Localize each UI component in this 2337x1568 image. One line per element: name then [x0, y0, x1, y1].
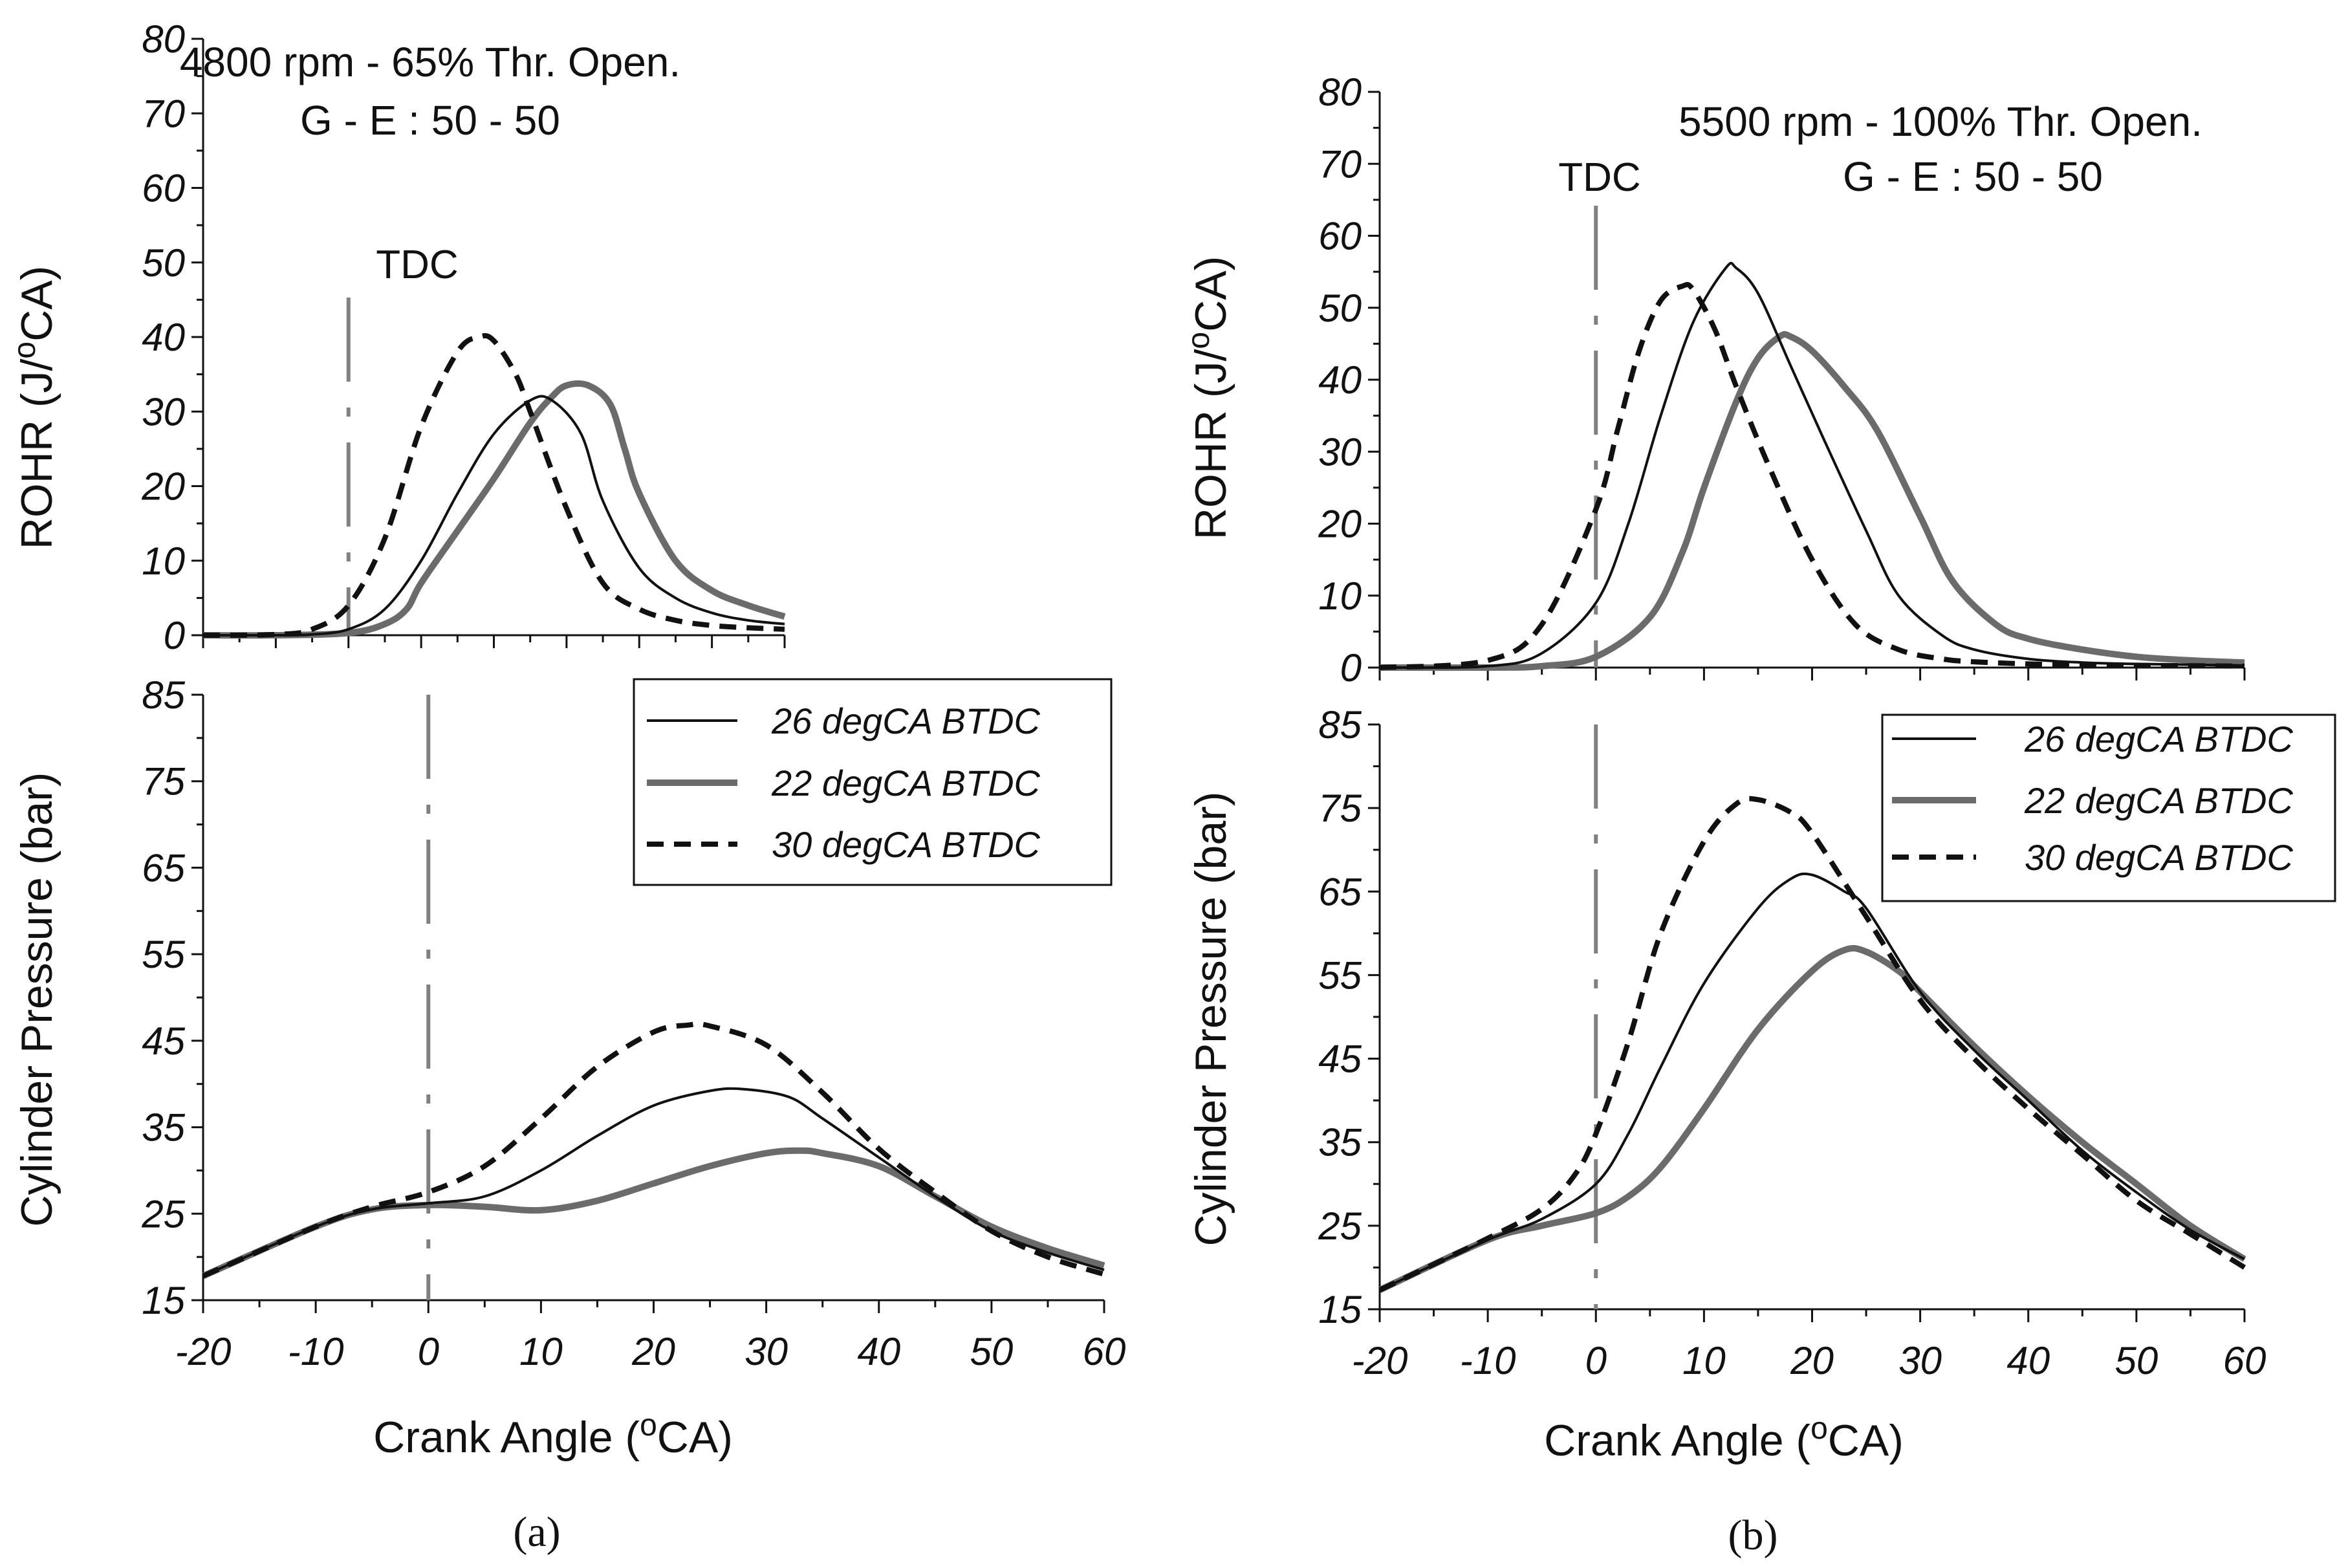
- y-tick-label-rohr-a: 0: [164, 614, 185, 657]
- series-line-26-rohr-b: [1379, 261, 2245, 670]
- y-axis-title-rohr-a: ROHR (J/oCA): [8, 266, 61, 549]
- x-tick-label-pressure-b: -20: [1352, 1339, 1408, 1382]
- x-tick-label-pressure-a: -10: [288, 1330, 344, 1373]
- y-tick-label-rohr-a: 30: [142, 390, 185, 433]
- rohr-plot-a: 0 10 20 30 40 50 60 70 80: [141, 17, 786, 657]
- series-line-30-rohr-a: [202, 333, 785, 638]
- legend-label-30-a: 30 degCA BTDC: [772, 824, 1041, 865]
- x-axis-title-a: Crank Angle (oCA): [373, 1408, 733, 1462]
- y-tick-label-rohr-b: 60: [1318, 215, 1362, 258]
- y-tick-label-pressure-b: 55: [1318, 953, 1362, 997]
- legend-b: 26 degCA BTDC 22 degCA BTDC 30 degCA BTD…: [1881, 713, 2336, 902]
- x-tick-label-pressure-a: -20: [175, 1330, 232, 1373]
- legend-label-30-b: 30 degCA BTDC: [2025, 837, 2294, 878]
- y-tick-label-rohr-a: 70: [142, 92, 185, 135]
- series-line-22-rohr-b: [1379, 331, 2245, 671]
- y-axis-title-pressure-a: Cylinder Pressure (bar): [12, 772, 61, 1227]
- series-line-30-pressure-a: [202, 1021, 1105, 1279]
- caption-b: (b): [1728, 1512, 1778, 1559]
- y-tick-label-pressure-a: 35: [142, 1106, 185, 1149]
- x-tick-label-pressure-a: 50: [970, 1330, 1014, 1373]
- legend-label-22-b: 22 degCA BTDC: [2024, 780, 2294, 821]
- y-tick-label-rohr-a: 10: [142, 539, 185, 583]
- rohr-plot-b: 0 10 20 30 40 50 60 70 80: [1318, 71, 2246, 690]
- y-tick-label-rohr-b: 20: [1318, 503, 1362, 546]
- x-tick-label-pressure-a: 0: [418, 1330, 439, 1373]
- panel-subtitle-a: G - E : 50 - 50: [300, 97, 560, 144]
- series-line-30-rohr-b: [1379, 281, 2245, 670]
- y-tick-label-pressure-a: 45: [142, 1019, 185, 1063]
- series-line-30-pressure-b: [1378, 796, 2246, 1292]
- x-tick-label-pressure-b: -10: [1460, 1339, 1516, 1382]
- y-tick-label-rohr-a: 20: [141, 465, 185, 508]
- y-tick-label-pressure-a: 15: [142, 1279, 185, 1322]
- x-tick-label-pressure-b: 20: [1790, 1339, 1834, 1382]
- x-tick-label-pressure-b: 50: [2115, 1339, 2158, 1382]
- x-tick-label-pressure-b: 30: [1898, 1339, 1942, 1382]
- x-tick-label-pressure-a: 10: [519, 1330, 563, 1373]
- x-tick-label-pressure-b: 40: [2006, 1339, 2050, 1382]
- panel-a: 0 10 20 30 40 50 60 70 80 15 25 35 45 55 65 75 85 -20 -10…: [8, 17, 1125, 1556]
- y-tick-label-pressure-b: 45: [1318, 1038, 1362, 1081]
- pressure-plot-b: 15 25 35 45 55 65 75 85 -20 -10 0 10 20 30 40 50 60: [1318, 703, 2266, 1382]
- x-tick-label-pressure-b: 0: [1585, 1339, 1607, 1382]
- pressure-plot-a: 15 25 35 45 55 65 75 85 -20 -10 0 10 20 30 40 50 60: [141, 673, 1125, 1373]
- series-line-22-pressure-b: [1378, 944, 2246, 1293]
- x-tick-label-pressure-a: 40: [857, 1330, 900, 1373]
- y-tick-label-pressure-b: 65: [1318, 870, 1362, 913]
- caption-a: (a): [513, 1508, 560, 1556]
- y-tick-label-rohr-b: 10: [1318, 574, 1362, 618]
- x-tick-label-pressure-a: 60: [1083, 1330, 1126, 1373]
- y-tick-label-rohr-a: 80: [142, 17, 185, 61]
- panel-subtitle-b: G - E : 50 - 50: [1843, 153, 2103, 200]
- series-line-26-pressure-a: [202, 1087, 1105, 1278]
- legend-label-26-b: 26 degCA BTDC: [2024, 719, 2294, 759]
- legend-a: 26 degCA BTDC 22 degCA BTDC 30 degCA BTD…: [633, 678, 1113, 886]
- series-line-26-pressure-b: [1379, 872, 2245, 1292]
- y-tick-label-rohr-a: 40: [142, 316, 185, 359]
- y-tick-label-rohr-b: 30: [1318, 430, 1362, 474]
- x-tick-label-pressure-b: 60: [2223, 1339, 2266, 1382]
- y-tick-label-pressure-a: 55: [142, 933, 185, 976]
- y-tick-label-pressure-a: 85: [142, 673, 185, 717]
- tdc-label-b: TDC: [1558, 155, 1640, 200]
- y-tick-label-pressure-b: 25: [1318, 1204, 1362, 1248]
- panel-title-a: 4800 rpm - 65% Thr. Open.: [180, 39, 680, 85]
- y-axis-title-rohr-b: ROHR (J/oCA): [1182, 256, 1235, 539]
- y-tick-label-pressure-a: 75: [142, 760, 185, 803]
- series-line-26-rohr-a: [202, 395, 785, 637]
- y-tick-label-rohr-b: 40: [1318, 358, 1362, 402]
- tdc-label-a: TDC: [376, 243, 458, 287]
- x-tick-label-pressure-a: 20: [631, 1330, 675, 1373]
- y-tick-label-rohr-b: 80: [1318, 71, 1362, 114]
- x-axis-title-b: Crank Angle (oCA): [1544, 1411, 1904, 1465]
- legend-label-26-a: 26 degCA BTDC: [771, 701, 1041, 741]
- panel-b: 0 10 20 30 40 50 60 70 80 15 25 35 45 55 65 75 85 -20 -10…: [1182, 71, 2336, 1559]
- x-tick-label-pressure-a: 30: [745, 1330, 788, 1373]
- y-tick-label-rohr-b: 50: [1318, 287, 1362, 330]
- y-tick-label-rohr-a: 60: [142, 167, 185, 210]
- y-tick-label-pressure-a: 25: [141, 1192, 185, 1236]
- y-tick-label-rohr-b: 70: [1318, 142, 1362, 186]
- y-tick-label-rohr-a: 50: [142, 241, 185, 285]
- y-tick-label-rohr-b: 0: [1340, 646, 1362, 690]
- y-tick-label-pressure-a: 65: [142, 846, 185, 889]
- legend-label-22-a: 22 degCA BTDC: [771, 763, 1041, 803]
- y-axis-title-pressure-b: Cylinder Pressure (bar): [1186, 792, 1235, 1247]
- x-tick-label-pressure-b: 10: [1682, 1339, 1726, 1382]
- panel-title-b: 5500 rpm - 100% Thr. Open.: [1679, 98, 2202, 145]
- y-tick-label-pressure-b: 35: [1318, 1121, 1362, 1164]
- series-line-22-rohr-a: [202, 380, 786, 639]
- y-tick-label-pressure-b: 85: [1318, 703, 1362, 746]
- y-tick-label-pressure-b: 75: [1318, 787, 1362, 830]
- y-tick-label-pressure-b: 15: [1318, 1288, 1362, 1331]
